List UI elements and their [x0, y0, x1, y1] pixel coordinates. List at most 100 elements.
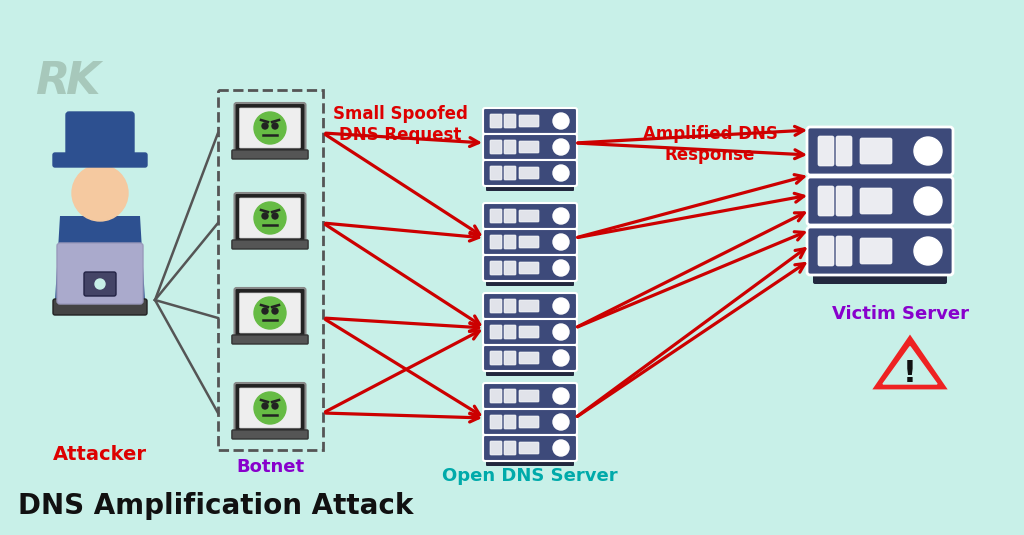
- Circle shape: [254, 392, 286, 424]
- Circle shape: [914, 237, 942, 265]
- Circle shape: [553, 350, 569, 366]
- FancyBboxPatch shape: [84, 272, 116, 296]
- Circle shape: [553, 139, 569, 155]
- Circle shape: [914, 187, 942, 215]
- Circle shape: [553, 113, 569, 129]
- FancyBboxPatch shape: [483, 319, 577, 345]
- FancyBboxPatch shape: [57, 243, 143, 304]
- FancyBboxPatch shape: [490, 261, 502, 275]
- FancyBboxPatch shape: [818, 186, 834, 216]
- FancyBboxPatch shape: [231, 150, 308, 159]
- Polygon shape: [55, 216, 145, 301]
- FancyBboxPatch shape: [504, 261, 516, 275]
- FancyBboxPatch shape: [504, 325, 516, 339]
- Circle shape: [272, 403, 278, 409]
- FancyBboxPatch shape: [486, 368, 574, 376]
- FancyBboxPatch shape: [483, 383, 577, 409]
- FancyBboxPatch shape: [486, 458, 574, 466]
- Circle shape: [553, 234, 569, 250]
- FancyBboxPatch shape: [490, 415, 502, 429]
- FancyBboxPatch shape: [483, 203, 577, 229]
- Text: K: K: [65, 60, 99, 103]
- Circle shape: [262, 123, 268, 129]
- FancyBboxPatch shape: [807, 177, 953, 225]
- FancyBboxPatch shape: [519, 167, 539, 179]
- FancyBboxPatch shape: [836, 186, 852, 216]
- Text: DNS Amplification Attack: DNS Amplification Attack: [18, 492, 414, 520]
- FancyBboxPatch shape: [490, 235, 502, 249]
- Polygon shape: [874, 337, 945, 388]
- FancyBboxPatch shape: [519, 236, 539, 248]
- FancyBboxPatch shape: [483, 435, 577, 461]
- FancyBboxPatch shape: [234, 193, 305, 243]
- FancyBboxPatch shape: [807, 127, 953, 175]
- Circle shape: [95, 279, 105, 289]
- FancyBboxPatch shape: [240, 293, 300, 333]
- FancyBboxPatch shape: [231, 335, 308, 344]
- FancyBboxPatch shape: [490, 114, 502, 128]
- Text: Small Spoofed
DNS Request: Small Spoofed DNS Request: [333, 105, 467, 144]
- Circle shape: [553, 165, 569, 181]
- Text: Attacker: Attacker: [53, 445, 147, 464]
- Text: Open DNS Server: Open DNS Server: [442, 467, 617, 485]
- Circle shape: [553, 324, 569, 340]
- Circle shape: [254, 202, 286, 234]
- FancyBboxPatch shape: [807, 227, 953, 275]
- Circle shape: [272, 123, 278, 129]
- FancyBboxPatch shape: [53, 153, 147, 167]
- FancyBboxPatch shape: [504, 351, 516, 365]
- FancyBboxPatch shape: [483, 134, 577, 160]
- Text: !: !: [903, 358, 916, 387]
- FancyBboxPatch shape: [519, 300, 539, 312]
- FancyBboxPatch shape: [486, 183, 574, 191]
- FancyBboxPatch shape: [486, 278, 574, 286]
- FancyBboxPatch shape: [860, 188, 892, 214]
- FancyBboxPatch shape: [490, 299, 502, 313]
- FancyBboxPatch shape: [234, 288, 305, 338]
- FancyBboxPatch shape: [53, 299, 147, 315]
- Circle shape: [553, 414, 569, 430]
- Text: Amplified DNS
Response: Amplified DNS Response: [643, 125, 777, 164]
- FancyBboxPatch shape: [860, 238, 892, 264]
- FancyBboxPatch shape: [490, 140, 502, 154]
- FancyBboxPatch shape: [483, 409, 577, 435]
- FancyBboxPatch shape: [490, 389, 502, 403]
- Circle shape: [254, 297, 286, 329]
- FancyBboxPatch shape: [504, 441, 516, 455]
- FancyBboxPatch shape: [504, 299, 516, 313]
- Circle shape: [553, 260, 569, 276]
- FancyBboxPatch shape: [519, 326, 539, 338]
- FancyBboxPatch shape: [519, 115, 539, 127]
- FancyBboxPatch shape: [490, 209, 502, 223]
- FancyBboxPatch shape: [519, 210, 539, 222]
- FancyBboxPatch shape: [519, 442, 539, 454]
- Circle shape: [72, 165, 128, 221]
- FancyBboxPatch shape: [519, 141, 539, 153]
- FancyBboxPatch shape: [234, 383, 305, 433]
- FancyBboxPatch shape: [818, 136, 834, 166]
- Circle shape: [254, 112, 286, 144]
- FancyBboxPatch shape: [504, 140, 516, 154]
- FancyBboxPatch shape: [836, 236, 852, 266]
- FancyBboxPatch shape: [231, 430, 308, 439]
- FancyBboxPatch shape: [519, 416, 539, 428]
- FancyBboxPatch shape: [490, 351, 502, 365]
- FancyBboxPatch shape: [66, 112, 134, 158]
- Circle shape: [553, 440, 569, 456]
- FancyBboxPatch shape: [240, 388, 300, 428]
- FancyBboxPatch shape: [483, 293, 577, 319]
- FancyBboxPatch shape: [813, 270, 947, 284]
- Circle shape: [262, 403, 268, 409]
- FancyBboxPatch shape: [519, 352, 539, 364]
- Circle shape: [272, 213, 278, 219]
- Text: Botnet: Botnet: [236, 458, 304, 476]
- FancyBboxPatch shape: [836, 136, 852, 166]
- FancyBboxPatch shape: [490, 325, 502, 339]
- FancyBboxPatch shape: [483, 229, 577, 255]
- FancyBboxPatch shape: [818, 236, 834, 266]
- Circle shape: [914, 137, 942, 165]
- Circle shape: [553, 388, 569, 404]
- Text: Victim Server: Victim Server: [831, 305, 969, 323]
- FancyBboxPatch shape: [519, 262, 539, 274]
- Circle shape: [262, 308, 268, 314]
